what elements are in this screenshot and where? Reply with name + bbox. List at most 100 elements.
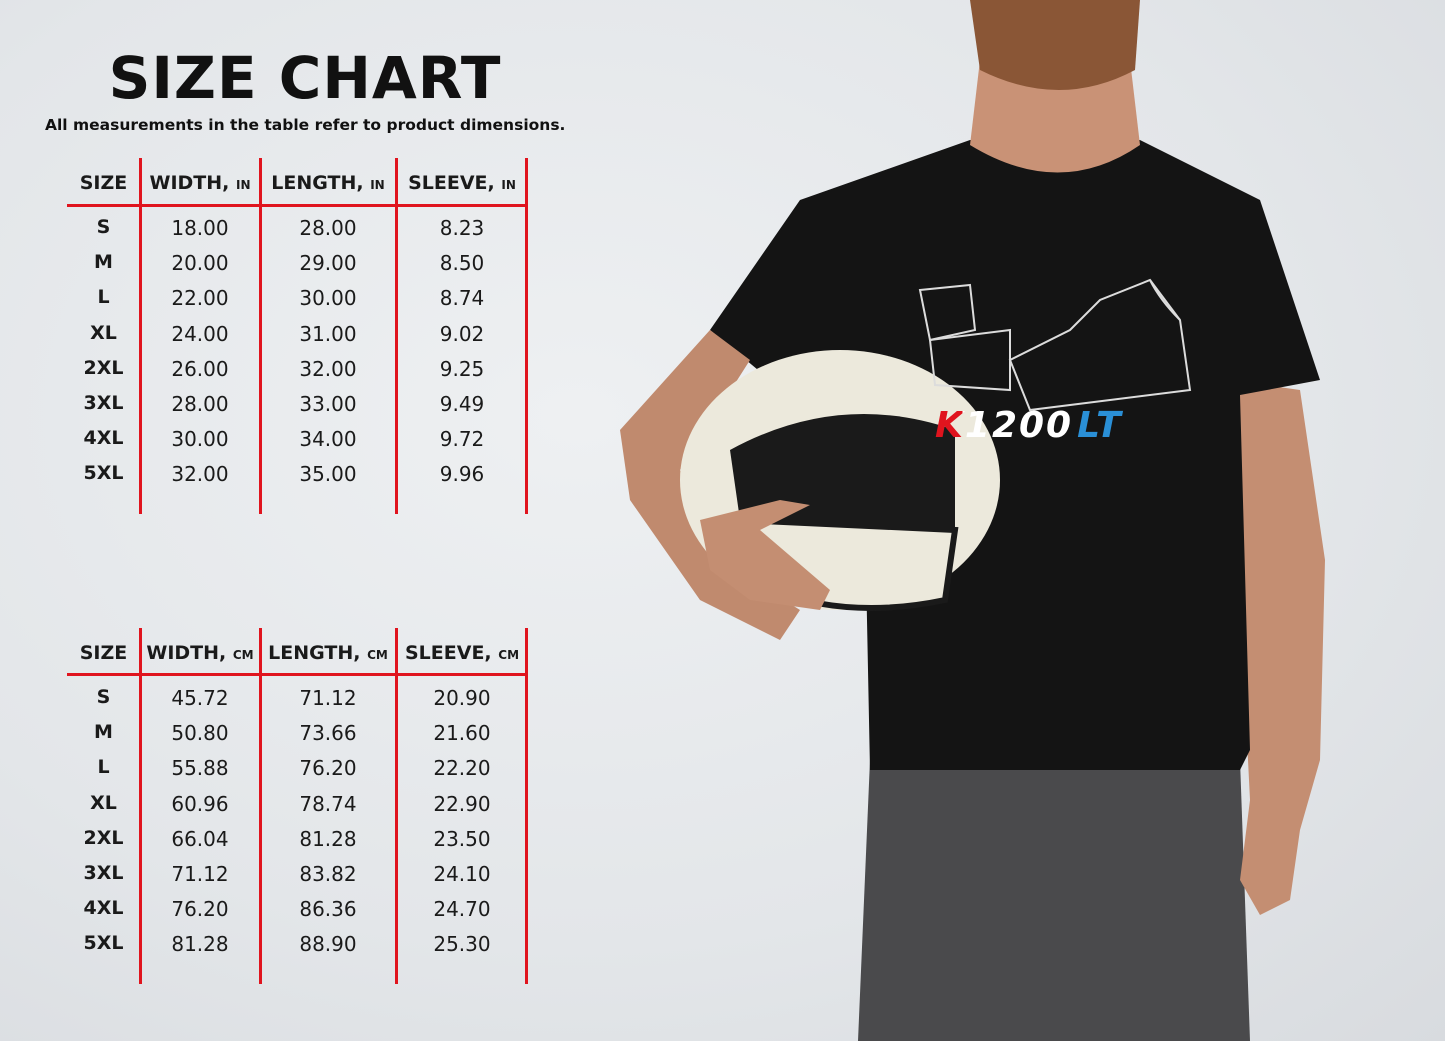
helmet-visor-opening [730, 414, 955, 530]
table-row: 3XL 71.12 83.82 24.10 [67, 862, 528, 892]
measurement-cell: 30.00 [171, 427, 229, 452]
grid-header-line [67, 673, 528, 676]
header-unit: IN [501, 178, 516, 192]
size-label: 5XL [83, 462, 124, 485]
subtitle: All measurements in the table refer to p… [45, 116, 566, 134]
header-label: WIDTH, [149, 172, 230, 194]
header-unit: CM [367, 648, 388, 662]
page-title: SIZE CHART [108, 44, 502, 112]
grid-vertical-line [395, 158, 398, 514]
header-unit: CM [498, 648, 520, 662]
header-label: LENGTH, [271, 172, 364, 194]
size-label: XL [90, 791, 117, 814]
table-row: 3XL 28.00 33.00 9.49 [67, 392, 528, 422]
measurement-cell: 71.12 [299, 686, 357, 710]
measurement-cell: 23.50 [433, 826, 491, 851]
table-row: XL 24.00 31.00 9.02 [67, 322, 528, 352]
table-row: 2XL 26.00 32.00 9.25 [67, 357, 528, 387]
size-label: M [94, 251, 113, 274]
motorcycle-line-art [918, 278, 1192, 412]
size-label: M [94, 721, 113, 744]
size-label: XL [90, 321, 117, 344]
measurement-cell: 30.00 [299, 286, 357, 311]
measurement-cell: 66.04 [171, 826, 229, 851]
header-label: LENGTH, [268, 642, 361, 664]
measurement-cell: 9.25 [439, 356, 485, 381]
table-row: M 50.80 73.66 21.60 [67, 721, 528, 751]
table-row: S 18.00 28.00 8.23 [67, 216, 528, 246]
beard [970, 0, 1140, 90]
measurement-cell: 88.90 [299, 932, 357, 957]
measurement-cell: 28.00 [171, 392, 229, 416]
measurement-cell: 20.00 [171, 251, 229, 276]
grid-vertical-line [139, 628, 142, 984]
measurement-cell: 9.49 [439, 392, 485, 416]
table-row: 2XL 66.04 81.28 23.50 [67, 827, 528, 857]
measurement-cell: 76.20 [299, 756, 357, 781]
measurement-cell: 81.28 [171, 932, 229, 957]
grid-vertical-line [259, 628, 262, 984]
grid-vertical-line [259, 158, 262, 514]
grid-vertical-line [395, 628, 398, 984]
header-label: WIDTH, [146, 642, 227, 664]
table-row: L 22.00 30.00 8.74 [67, 286, 528, 316]
measurement-cell: 22.20 [433, 756, 491, 781]
table-row: 4XL 30.00 34.00 9.72 [67, 427, 528, 457]
measurement-cell: 18.00 [171, 216, 229, 240]
column-header: SIZE [67, 172, 140, 194]
size-label: 2XL [83, 826, 124, 849]
model-photo: K1200 LT [620, 0, 1325, 1041]
measurement-cell: 8.50 [439, 251, 485, 276]
measurement-cell: 83.82 [299, 862, 357, 886]
grid-header-line [67, 204, 528, 207]
table-row: L 55.88 76.20 22.20 [67, 756, 528, 786]
column-header: SLEEVE, CM [396, 642, 528, 664]
size-label: S [96, 216, 111, 238]
size-label: 3XL [83, 862, 124, 884]
arm-left [620, 330, 800, 640]
measurement-cell: 50.80 [171, 721, 229, 746]
header-unit: CM [232, 648, 254, 662]
table-row: 5XL 32.00 35.00 9.96 [67, 462, 528, 492]
measurement-cell: 24.70 [433, 897, 491, 922]
table-row: XL 60.96 78.74 22.90 [67, 792, 528, 822]
shirt-print-model: K1200 [935, 405, 1073, 446]
measurement-cell: 28.00 [299, 216, 357, 240]
neck [970, 60, 1140, 173]
measurement-cell: 9.02 [439, 321, 485, 346]
header-label: SIZE [79, 172, 128, 194]
table-row: 5XL 81.28 88.90 25.30 [67, 932, 528, 962]
measurement-cell: 35.00 [299, 462, 357, 487]
column-header: LENGTH, IN [260, 172, 396, 194]
measurement-cell: 9.96 [439, 462, 485, 487]
column-header: SLEEVE, IN [396, 172, 528, 194]
size-label: 2XL [83, 356, 124, 379]
size-label: 4XL [83, 897, 124, 920]
header-unit: IN [236, 178, 251, 192]
column-header: WIDTH, IN [140, 172, 260, 194]
grid-vertical-line [139, 158, 142, 514]
arm-right [1230, 380, 1325, 915]
measurement-cell: 24.10 [433, 862, 491, 886]
measurement-cell: 60.96 [171, 791, 229, 816]
measurement-cell: 20.90 [433, 686, 491, 710]
measurement-cell: 86.36 [299, 897, 357, 922]
measurement-cell: 25.30 [433, 932, 491, 957]
size-label: 4XL [83, 427, 124, 450]
measurement-cell: 33.00 [299, 392, 357, 416]
measurement-cell: 32.00 [171, 462, 229, 487]
table-row: 4XL 76.20 86.36 24.70 [67, 897, 528, 927]
measurement-cell: 21.60 [433, 721, 491, 746]
header-label: SLEEVE, [408, 172, 495, 194]
measurement-cell: 45.72 [171, 686, 229, 710]
measurement-cell: 73.66 [299, 721, 357, 746]
column-header: SIZE [67, 642, 140, 664]
tshirt [710, 140, 1320, 770]
header-label: SIZE [79, 642, 128, 664]
measurement-cell: 29.00 [299, 251, 357, 276]
measurement-cell: 31.00 [299, 321, 357, 346]
table-row: S 45.72 71.12 20.90 [67, 686, 528, 716]
shirt-print-suffix: LT [1077, 405, 1123, 446]
measurement-cell: 71.12 [171, 862, 229, 886]
size-label: L [97, 286, 110, 309]
